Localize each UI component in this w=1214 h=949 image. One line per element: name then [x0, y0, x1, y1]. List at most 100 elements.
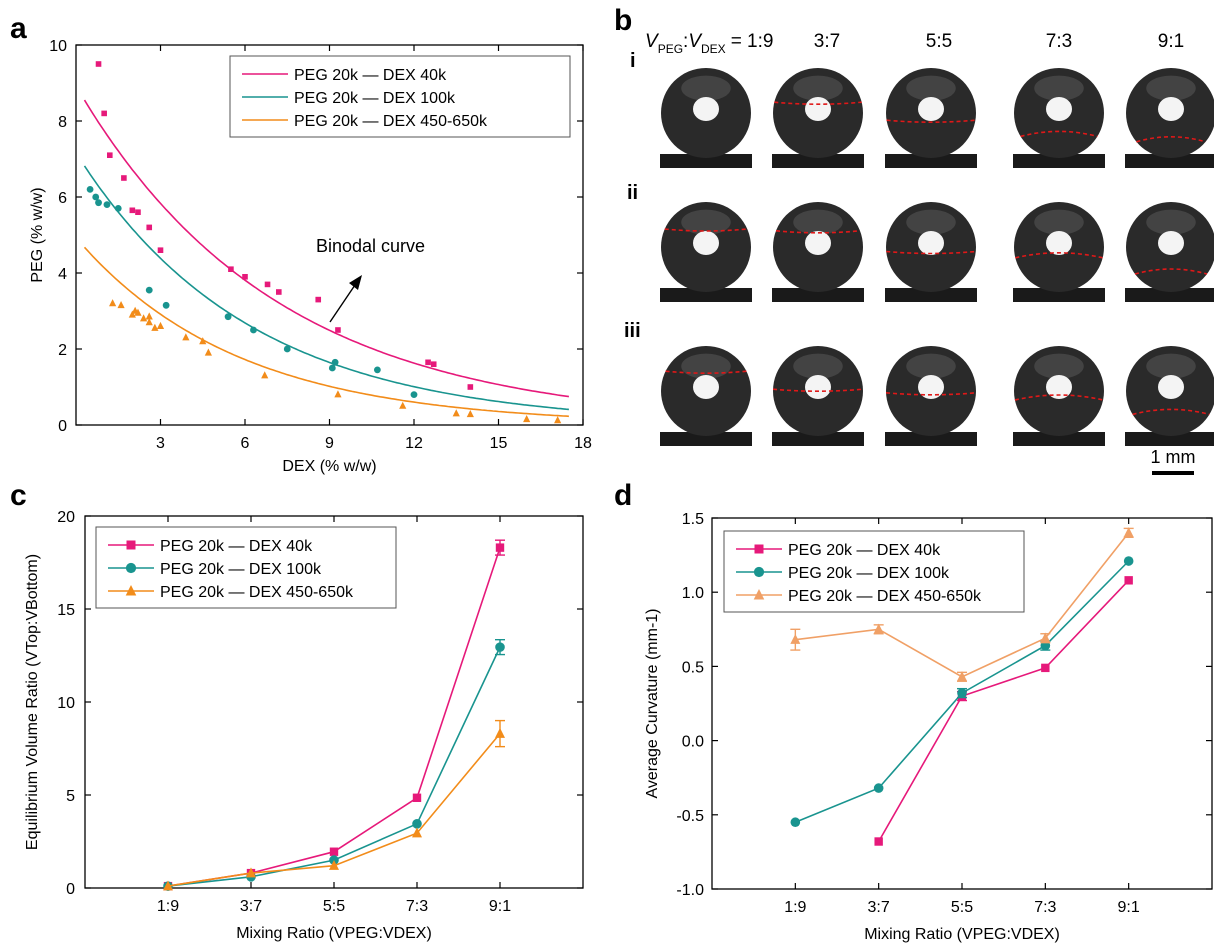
- fit-curve: [83, 165, 569, 411]
- droplet: [772, 202, 864, 302]
- data-point: [128, 310, 136, 318]
- data-point: [1123, 556, 1134, 566]
- interface-line: [886, 119, 976, 123]
- data-point: [430, 361, 437, 367]
- x-tick-label: 15: [490, 435, 508, 452]
- droplet-core: [1046, 231, 1072, 255]
- y-tick-label: 15: [57, 602, 75, 619]
- data-point: [228, 266, 234, 272]
- droplet-base: [660, 154, 752, 168]
- x-tick-label: 12: [405, 435, 423, 452]
- x-tick-label: 5:5: [951, 899, 973, 916]
- y-axis-label: Equilibrium Volume Ratio (VTop:VBottom): [24, 554, 41, 850]
- data-point: [315, 296, 322, 303]
- x-axis-label: Mixing Ratio (VPEG:VDEX): [864, 926, 1060, 943]
- x-tick-label: 3: [156, 435, 165, 452]
- data-point: [114, 205, 122, 212]
- droplet-highlight: [1034, 209, 1084, 235]
- y-tick-label: 10: [49, 38, 67, 55]
- x-tick-label: 9: [325, 435, 334, 452]
- interface-line: [1136, 136, 1206, 143]
- data-point: [425, 359, 431, 366]
- droplet-highlight: [793, 353, 843, 379]
- data-point: [873, 623, 884, 634]
- x-tick-label: 9:1: [1118, 899, 1140, 916]
- droplet-core: [805, 231, 831, 255]
- data-point: [328, 364, 336, 372]
- data-point: [95, 199, 102, 207]
- droplet-core: [918, 375, 944, 399]
- panel-letter-b: b: [614, 4, 632, 37]
- y-tick-label: -1.0: [676, 882, 704, 899]
- droplet-base: [885, 154, 977, 168]
- droplet: [660, 346, 752, 446]
- data-point: [329, 859, 339, 870]
- droplet-base: [1125, 432, 1214, 446]
- legend-label: PEG 20k — DEX 100k: [788, 565, 950, 582]
- droplet-core: [1046, 375, 1072, 399]
- x-axis-label: DEX (% w/w): [282, 458, 376, 475]
- droplet-core: [1046, 97, 1072, 121]
- fit-curve: [83, 246, 569, 418]
- y-tick-label: 2: [58, 342, 67, 359]
- data-point: [145, 286, 153, 294]
- interface-line: [774, 101, 862, 105]
- droplet-highlight: [1034, 353, 1084, 379]
- binodal-arrowhead: [349, 275, 362, 290]
- x-tick-label: 6: [241, 435, 250, 452]
- ratio-header: VPEG:VDEX = 1:9: [645, 31, 773, 56]
- fit-curve: [83, 99, 570, 398]
- data-point: [264, 281, 271, 288]
- data-point: [874, 837, 883, 846]
- droplet-highlight: [1146, 75, 1196, 101]
- y-tick-label: 1.5: [682, 511, 704, 528]
- droplet: [1013, 202, 1105, 302]
- droplet-highlight: [793, 75, 843, 101]
- interface-line: [885, 392, 977, 396]
- data-point: [412, 793, 422, 802]
- legend: PEG 20k — DEX 40k PEG 20k — DEX 100k PEG 2…: [95, 526, 397, 609]
- droplet-base: [885, 432, 977, 446]
- y-tick-label: 8: [58, 114, 67, 131]
- x-tick-label: 9:1: [489, 898, 511, 915]
- data-point: [1124, 576, 1133, 585]
- droplet-core: [1158, 231, 1184, 255]
- chart-c: 1:9 3:7 5:5 7:3 9:1 0 5 10 15 20 Mixing Ratio (VPE…: [24, 509, 584, 942]
- droplet-highlight: [906, 209, 956, 235]
- droplet: [1125, 346, 1214, 446]
- series-line: [878, 579, 1130, 842]
- interface-line: [886, 250, 976, 255]
- droplet-highlight: [906, 353, 956, 379]
- droplet-base: [660, 432, 752, 446]
- droplet-core: [693, 375, 719, 399]
- droplet-base: [772, 154, 864, 168]
- x-axis-label: Mixing Ratio (VPEG:VDEX): [236, 925, 432, 942]
- chart-a: 3 6 9 12 15 18 0 2 4 6 8 10 DEX (% w/w) PEG (% w/w) PE…: [29, 38, 592, 475]
- data-point: [145, 318, 153, 326]
- data-point: [163, 880, 173, 891]
- row-label-ii: ii: [627, 182, 638, 204]
- legend-marker: [125, 585, 137, 596]
- y-tick-label: 10: [57, 695, 75, 712]
- droplet: [772, 346, 864, 446]
- interface-line: [1020, 130, 1098, 138]
- data-point: [1123, 527, 1134, 538]
- interface-line: [665, 370, 747, 374]
- interface-line: [664, 228, 748, 232]
- data-point: [790, 817, 801, 828]
- x-tick-label: 5:5: [323, 898, 345, 915]
- legend-marker: [125, 562, 137, 574]
- data-point: [412, 819, 422, 829]
- y-tick-label: -0.5: [676, 808, 704, 825]
- legend-marker: [126, 540, 136, 550]
- data-point: [101, 110, 107, 117]
- y-tick-label: 6: [58, 190, 67, 207]
- legend-marker: [753, 589, 765, 600]
- data-point: [145, 312, 153, 320]
- data-point: [129, 207, 136, 214]
- droplet: [660, 202, 752, 302]
- droplet-base: [1125, 154, 1214, 168]
- binodal-label: Binodal curve: [316, 236, 425, 256]
- droplet-core: [1158, 97, 1184, 121]
